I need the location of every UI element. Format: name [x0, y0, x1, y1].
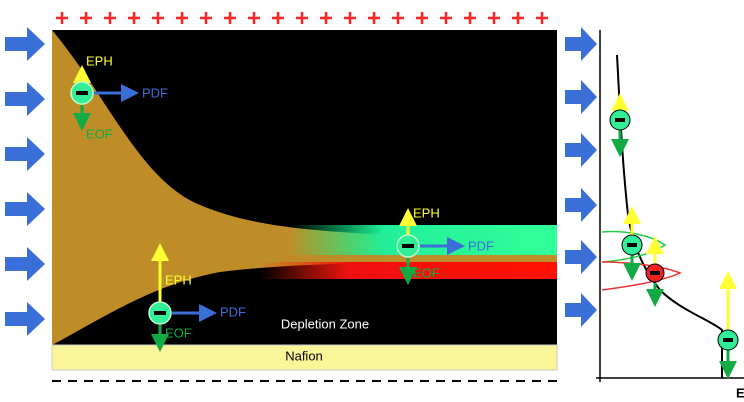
- eof-label: EOF: [86, 126, 113, 141]
- pdf-label: PDF: [142, 85, 168, 100]
- diagram: Nafion Depletion Zone EPH PDF EOF EPH PD…: [0, 0, 744, 402]
- right-particles: [610, 102, 738, 370]
- flow-arrows-left: [5, 27, 45, 336]
- profile-plot: [596, 30, 744, 382]
- eof-label: EOF: [413, 265, 440, 280]
- pdf-label: PDF: [468, 238, 494, 253]
- green-band: [290, 225, 557, 255]
- pdf-label: PDF: [220, 304, 246, 319]
- eph-label: EPH: [165, 272, 192, 287]
- positive-charges: [56, 12, 548, 24]
- flow-arrows-right: [565, 27, 597, 327]
- eof-label: EOF: [165, 325, 192, 340]
- eph-label: EPH: [413, 205, 440, 220]
- axis-label: E: [736, 385, 744, 400]
- eph-label: EPH: [86, 53, 113, 68]
- membrane-label: Nafion: [285, 348, 323, 363]
- zone-label: Depletion Zone: [281, 316, 369, 331]
